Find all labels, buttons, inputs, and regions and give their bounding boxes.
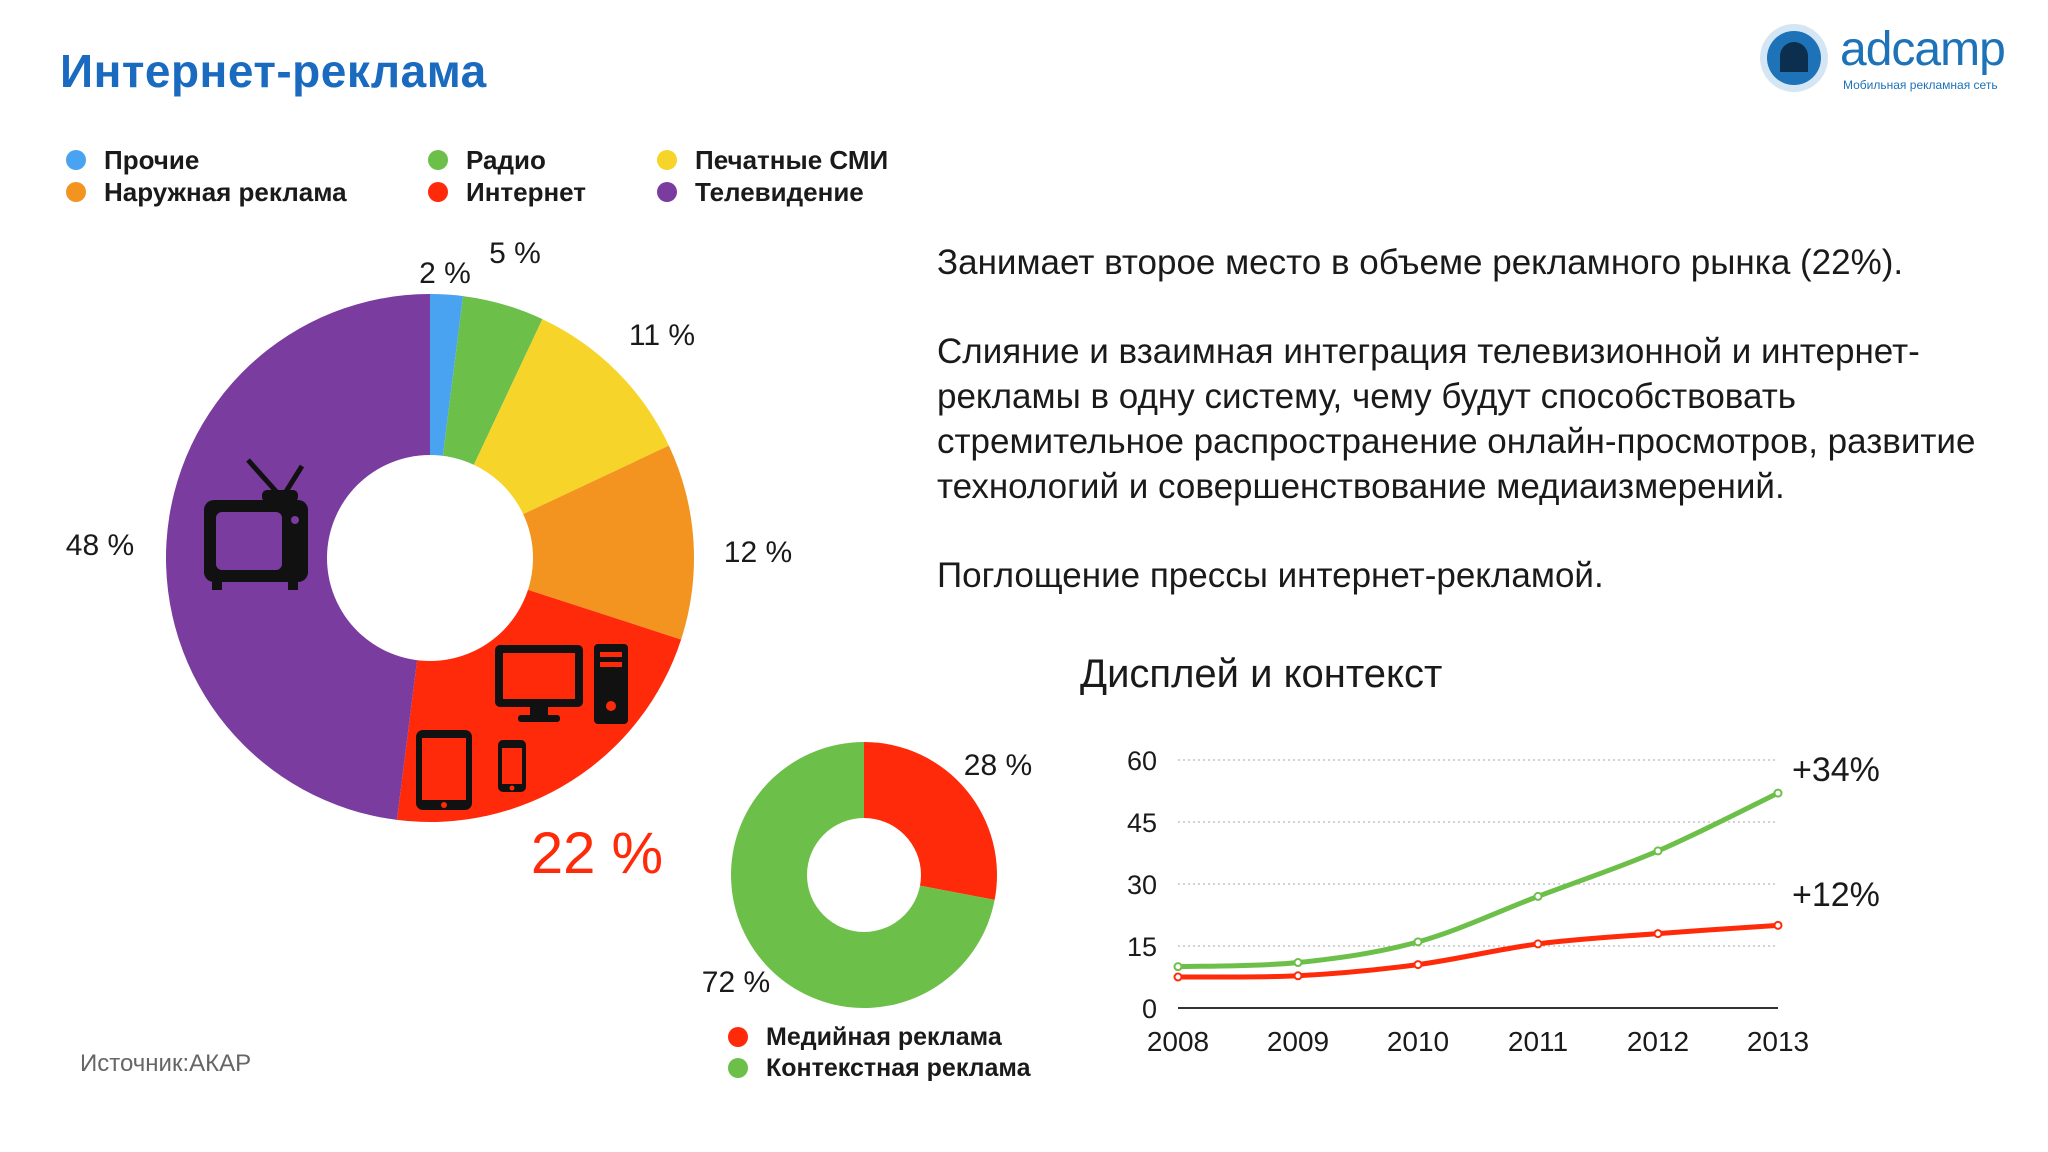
x-tick-label: 2008 xyxy=(1147,1026,1209,1057)
y-tick-label: 15 xyxy=(1127,932,1157,962)
data-point xyxy=(1533,891,1543,901)
legend-item-other: Прочие xyxy=(66,145,199,175)
legend-dot xyxy=(66,150,86,170)
page-title: Интернет-реклама xyxy=(60,45,487,97)
series-change-label: +12% xyxy=(1792,876,1880,914)
data-point xyxy=(1653,846,1663,856)
paragraph-press: Поглощение прессы интернет-рекламой. xyxy=(937,556,1604,595)
legend-item-tv: Телевидение xyxy=(657,177,864,207)
legend-item-context: Контекстная реклама xyxy=(728,1053,1031,1083)
legend-item-display: Медийная реклама xyxy=(728,1022,1002,1052)
legend-dot xyxy=(657,182,677,202)
paragraph-integration: Слияние и взаимная интеграция телевизион… xyxy=(937,332,1976,506)
slice-value-label: 12 % xyxy=(724,536,792,569)
paragraph-market-position: Занимает второе место в объеме рекламног… xyxy=(937,243,1904,282)
x-tick-label: 2013 xyxy=(1747,1026,1809,1057)
x-tick-label: 2009 xyxy=(1267,1026,1329,1057)
data-point xyxy=(1773,788,1783,798)
legend-label: Прочие xyxy=(104,144,200,175)
donut-hole xyxy=(807,818,921,932)
line-chart-title: Дисплей и контекст xyxy=(1080,652,1443,696)
data-point xyxy=(1413,937,1423,947)
logo-wordmark: adcamp xyxy=(1840,23,2006,76)
data-point xyxy=(1413,960,1423,970)
legend-label: Печатные СМИ xyxy=(695,144,889,175)
market-share-donut-chart: 2 % 5 % 11 % 12 % 22 % 48 % xyxy=(66,237,792,886)
series-line-2 xyxy=(1175,922,1781,980)
desktop-computer-icon xyxy=(495,644,628,724)
legend-label: Наружная реклама xyxy=(104,176,347,207)
donut-slice-4 xyxy=(430,445,694,640)
data-point xyxy=(1533,939,1543,949)
slice-value-label: 72 % xyxy=(702,966,770,999)
slice-value-label: 11 % xyxy=(629,319,695,352)
x-tick-label: 2011 xyxy=(1508,1026,1568,1057)
x-tick-label: 2012 xyxy=(1627,1026,1689,1057)
tablet-icon xyxy=(416,730,472,810)
data-point xyxy=(1653,929,1663,939)
y-tick-label: 60 xyxy=(1127,746,1157,776)
legend-label: Контекстная реклама xyxy=(766,1053,1031,1082)
legend-dot xyxy=(728,1027,748,1047)
tv-icon xyxy=(204,458,308,590)
y-tick-label: 0 xyxy=(1142,994,1157,1024)
legend-item-internet: Интернет xyxy=(428,177,586,207)
series-line-1 xyxy=(1175,790,1781,970)
y-tick-label: 45 xyxy=(1127,808,1157,838)
market-legend: Прочие Наружная реклама Радио Интернет П… xyxy=(66,145,926,215)
slice-value-label: 2 % xyxy=(419,257,471,290)
data-point xyxy=(1173,972,1183,982)
donut-hole xyxy=(327,455,533,661)
logo-tagline: Мобильная рекламная сеть xyxy=(1843,78,1998,92)
legend-dot xyxy=(66,182,86,202)
display-context-line-chart: 0 15 30 45 60 2008 2009 2010 2011 2012 2013 +34% +12… xyxy=(1127,746,1880,1057)
data-point xyxy=(1773,920,1783,930)
data-point xyxy=(1293,958,1303,968)
data-point xyxy=(1173,962,1183,972)
series-change-label: +34% xyxy=(1792,751,1880,789)
legend-label: Медийная реклама xyxy=(766,1022,1002,1051)
data-point xyxy=(1293,971,1303,981)
legend-dot xyxy=(428,150,448,170)
x-tick-label: 2010 xyxy=(1387,1026,1449,1057)
legend-dot xyxy=(728,1058,748,1078)
legend-label: Телевидение xyxy=(695,176,864,207)
display-context-donut-chart: 28 % 72 % xyxy=(702,742,1032,1008)
y-tick-label: 30 xyxy=(1127,870,1157,900)
text-block: Занимает второе место в объеме рекламног… xyxy=(937,240,2017,642)
slice-value-label: 28 % xyxy=(964,749,1032,782)
slice-value-label: 48 % xyxy=(66,529,134,562)
legend-dot xyxy=(428,182,448,202)
legend-label: Радио xyxy=(466,144,546,175)
legend-label: Интернет xyxy=(466,176,587,207)
legend-item-print: Печатные СМИ xyxy=(657,145,888,175)
slice-value-label: 5 % xyxy=(489,237,541,270)
legend-item-radio: Радио xyxy=(428,145,546,175)
source-note: Источник:АКАР xyxy=(80,1050,252,1077)
adcamp-logo xyxy=(1760,24,1828,92)
slice-value-label: 22 % xyxy=(531,821,663,886)
smartphone-icon xyxy=(498,740,526,792)
legend-item-outdoor: Наружная реклама xyxy=(66,177,347,207)
legend-dot xyxy=(657,150,677,170)
